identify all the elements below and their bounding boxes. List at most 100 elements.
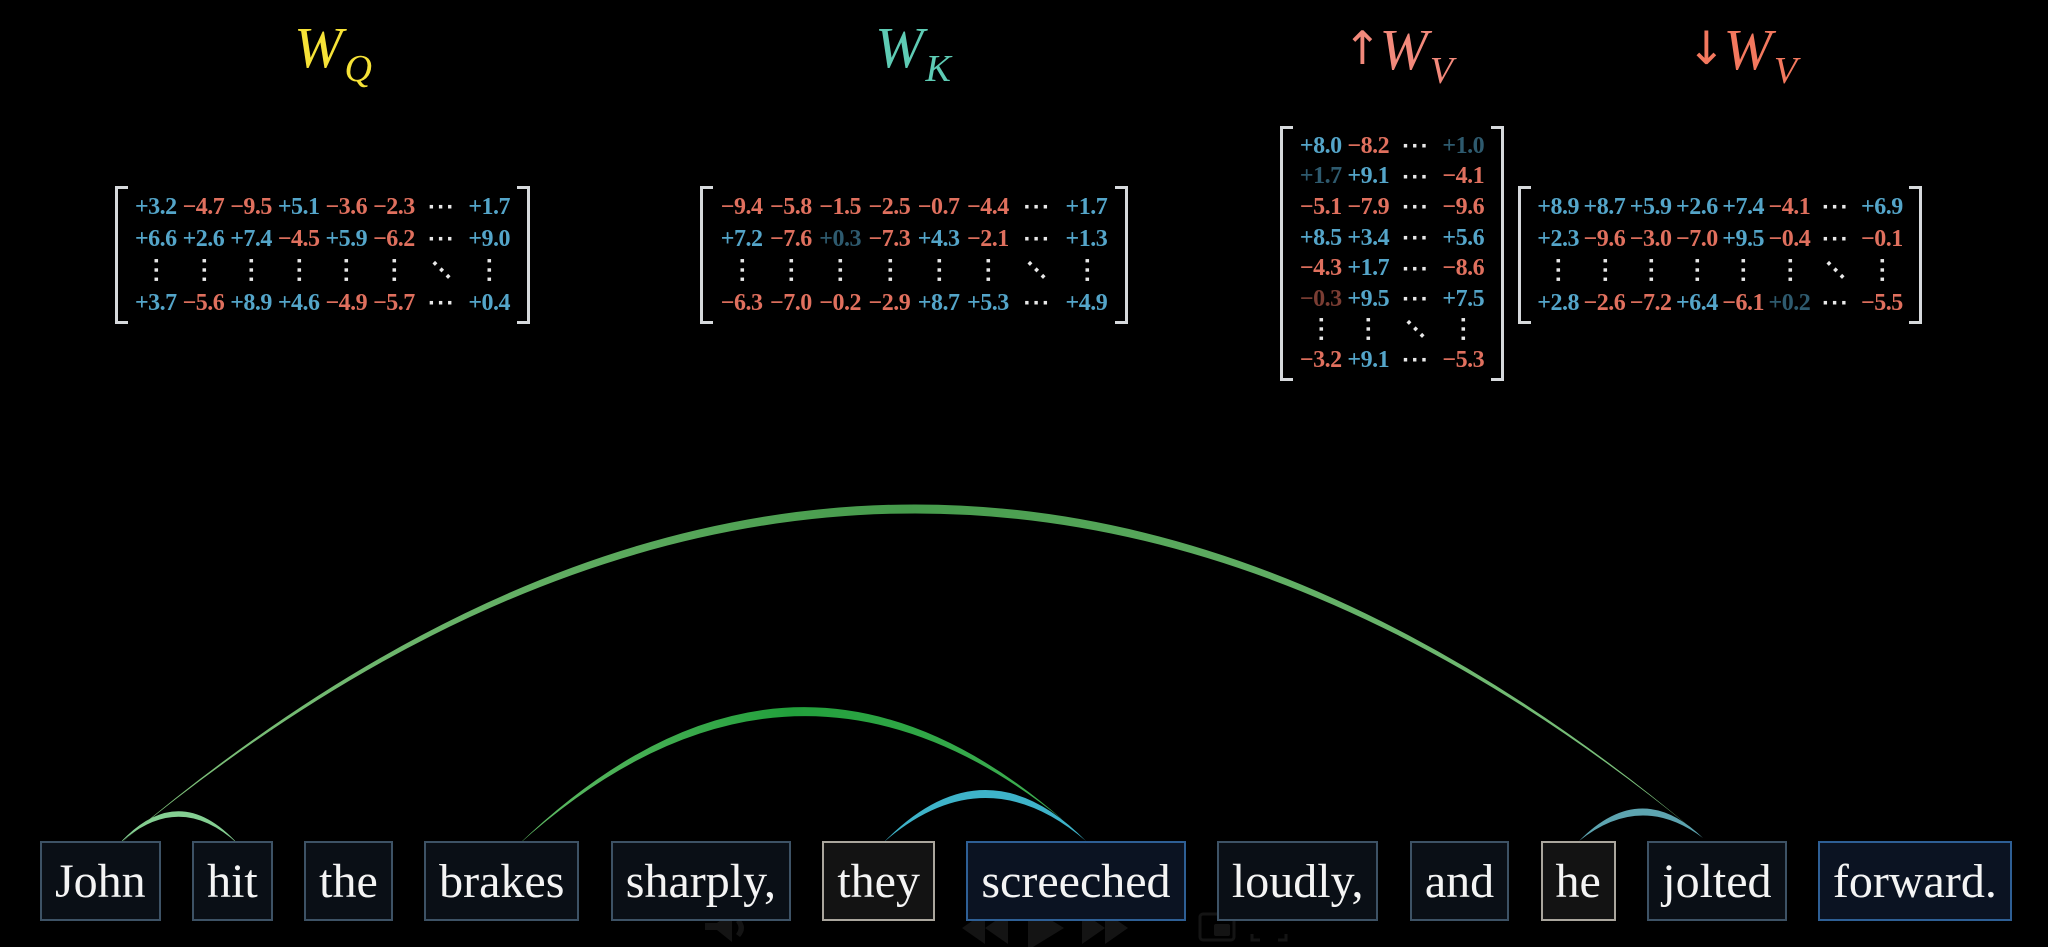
- right-bracket: [1115, 186, 1128, 324]
- matrix-ellipsis: ···: [1778, 257, 1801, 285]
- matrix-value: +2.8: [1537, 289, 1579, 316]
- matrix-value: −6.1: [1722, 289, 1764, 316]
- matrix-value: +7.4: [230, 225, 272, 252]
- matrix-value: −4.3: [1299, 255, 1342, 282]
- matrix-value: −4.1: [1442, 163, 1485, 190]
- attention-arc-brakes-screeched: [517, 707, 1063, 846]
- matrix-label-wv-down: ↓WV: [1687, 8, 1797, 111]
- matrix-value: +7.2: [720, 225, 763, 252]
- matrix-value: +4.9: [1065, 289, 1108, 316]
- attention-arc-john-hit: [118, 811, 238, 845]
- matrix-ellipsis: ···: [192, 257, 215, 285]
- matrix-value: −5.5: [1861, 289, 1903, 316]
- matrix-ellipsis: ···: [1401, 135, 1430, 158]
- matrix-ellipsis: ···: [382, 257, 405, 285]
- matrix-value: +8.7: [917, 289, 960, 316]
- matrix-value: −1.5: [819, 193, 861, 220]
- matrix-wq: +3.2 −4.7 −9.5 +5.1 −3.6 −2.3 ··· +1.7 +6.6 +2.6 +…: [115, 186, 530, 324]
- matrix-ellipsis: ···: [927, 257, 950, 285]
- word-token-they: they: [822, 841, 935, 921]
- matrix-ellipsis: ···: [144, 257, 167, 285]
- matrix-value: −2.5: [868, 193, 911, 220]
- matrix-value: +3.4: [1347, 224, 1390, 251]
- matrix-value: −7.2: [1629, 289, 1672, 316]
- matrix-ellipsis: ···: [1639, 257, 1662, 285]
- matrix-value: −0.7: [917, 193, 960, 220]
- matrix-ellipsis: ···: [829, 257, 852, 285]
- matrix-value: +5.3: [967, 289, 1009, 316]
- matrix-ellipsis: ···: [1452, 316, 1475, 344]
- word-token-brakes: brakes: [424, 841, 580, 921]
- matrix-label-wq: WQ: [294, 8, 372, 109]
- word-token-forward: forward.: [1817, 841, 2012, 921]
- matrix-value: −4.5: [277, 225, 320, 252]
- matrix-ellipsis: ···: [1023, 292, 1051, 314]
- word-token-john: John: [40, 841, 161, 921]
- matrix-value: −7.0: [770, 289, 812, 316]
- matrix-value: +5.9: [325, 225, 368, 252]
- matrix-value: −7.3: [868, 225, 911, 252]
- matrix-value: +8.7: [1583, 193, 1626, 220]
- matrix-ellipsis: ···: [1023, 196, 1051, 218]
- matrix-ellipsis: ···: [1023, 228, 1051, 250]
- left-bracket: [1280, 126, 1293, 381]
- matrix-ellipsis: ···: [424, 253, 460, 289]
- right-bracket: [1909, 186, 1922, 324]
- down-arrow-icon: ↓: [1686, 21, 1726, 75]
- matrix-wv-up: +8.0 −8.2 ··· +1.0 +1.7 +9.1 ··· −4.1 −5.1 −7.9 ··…: [1280, 126, 1504, 381]
- matrix-ellipsis: ···: [730, 257, 753, 285]
- matrix-value: −7.9: [1347, 193, 1390, 220]
- attention-arc-they-screeched: [884, 789, 1086, 842]
- matrix-ellipsis: ···: [427, 228, 456, 250]
- matrix-value: −5.1: [1299, 193, 1342, 220]
- matrix-value: −4.1: [1768, 193, 1811, 220]
- matrix-ellipsis: ···: [427, 292, 456, 314]
- matrix-ellipsis: ···: [1401, 165, 1430, 188]
- matrix-ellipsis: ···: [1401, 196, 1430, 219]
- matrix-value: +6.9: [1861, 193, 1903, 220]
- matrix-value: −3.0: [1629, 225, 1672, 252]
- matrix-value: +8.0: [1299, 132, 1342, 159]
- word-token-screeched: screeched: [966, 841, 1186, 921]
- matrix-value: −3.2: [1299, 346, 1342, 373]
- matrix-value: +1.7: [1347, 255, 1390, 282]
- matrix-value: −8.6: [1442, 255, 1485, 282]
- word-token-hit: hit: [192, 841, 273, 921]
- matrix-value: +3.2: [134, 193, 177, 220]
- up-arrow-icon: ↑: [1342, 21, 1382, 75]
- matrix-ellipsis: ···: [1401, 227, 1430, 250]
- label-wv-up-sub: V: [1429, 50, 1454, 92]
- matrix-ellipsis: ···: [287, 257, 310, 285]
- matrix-value: +9.0: [468, 225, 511, 252]
- matrix-value: +1.7: [468, 193, 511, 220]
- label-wk-sub: K: [925, 48, 951, 90]
- matrix-value: −9.5: [230, 193, 272, 220]
- matrix-value: −0.3: [1299, 285, 1342, 312]
- matrix-ellipsis: ···: [1401, 288, 1430, 311]
- matrix-value: +3.7: [134, 289, 177, 316]
- word-token-and: and: [1409, 841, 1510, 921]
- matrix-value: −2.3: [373, 193, 415, 220]
- attention-arc-he-jolted: [1579, 808, 1703, 841]
- word-token-he: he: [1540, 841, 1616, 921]
- matrix-ellipsis: ···: [1870, 257, 1893, 285]
- word-token-jolted: jolted: [1647, 841, 1787, 921]
- label-wv-down-sub: V: [1773, 50, 1798, 92]
- matrix-ellipsis: ···: [1357, 316, 1380, 344]
- matrix-wq-grid: +3.2 −4.7 −9.5 +5.1 −3.6 −2.3 ··· +1.7 +6.6 +2.6 +…: [128, 186, 517, 324]
- matrix-value: +1.7: [1299, 163, 1342, 190]
- matrix-ellipsis: ···: [1821, 196, 1850, 218]
- matrix-value: −9.4: [720, 193, 763, 220]
- matrix-label-wv-up: ↑WV: [1343, 8, 1453, 111]
- matrix-ellipsis: ···: [1821, 292, 1850, 314]
- matrix-value: +1.7: [1065, 193, 1108, 220]
- matrix-value: −0.4: [1768, 225, 1811, 252]
- matrix-value: +9.1: [1347, 346, 1390, 373]
- matrix-wv-down: +8.9 +8.7 +5.9 +2.6 +7.4 −4.1 ··· +6.9 +2.3 −9.6−…: [1518, 186, 1922, 324]
- matrix-ellipsis: ···: [1818, 253, 1854, 289]
- word-token-loudly: loudly,: [1216, 841, 1379, 921]
- matrix-value: +1.3: [1065, 225, 1108, 252]
- matrix-value: −0.2: [819, 289, 861, 316]
- matrix-value: +9.1: [1347, 163, 1390, 190]
